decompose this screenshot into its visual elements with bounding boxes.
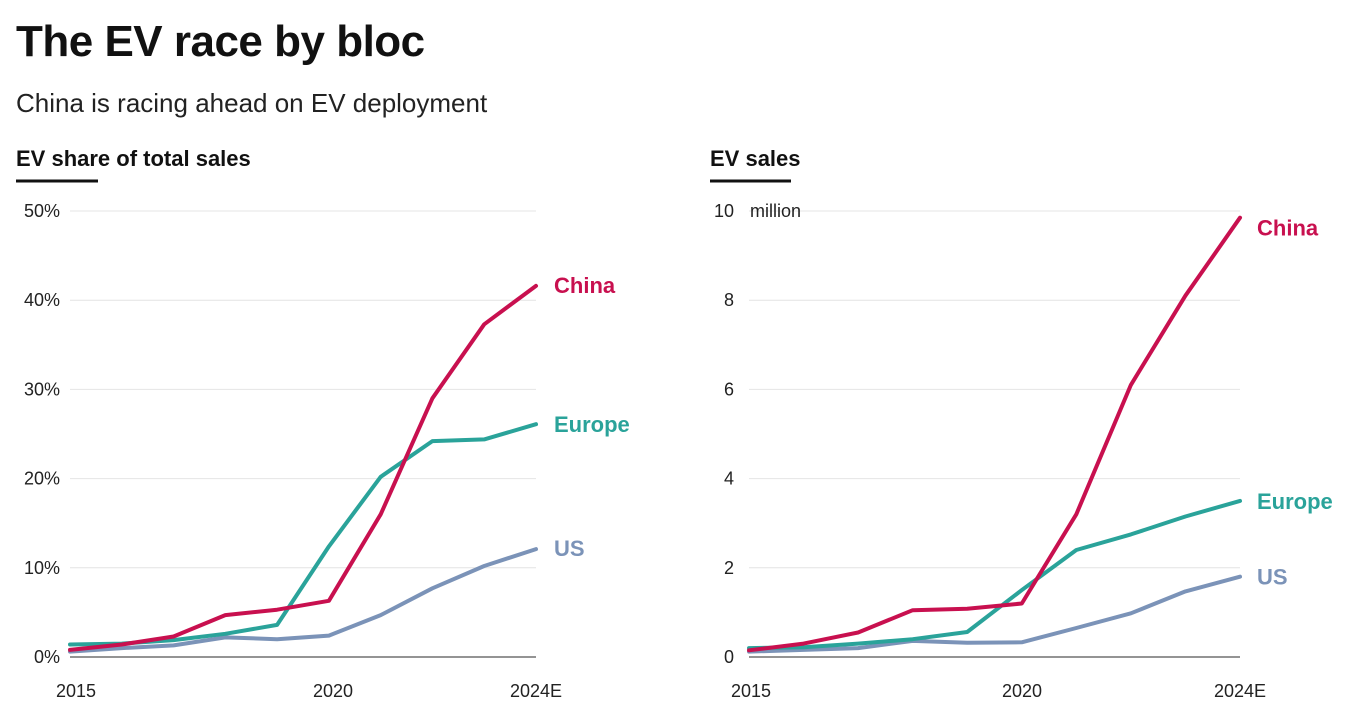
chart1-line-us (68, 547, 538, 654)
chart2-y-tick-label: 0 (724, 647, 734, 667)
chart1-label-us: US (554, 536, 585, 561)
chart1-y-tick-label: 20% (24, 469, 60, 489)
page-subtitle: China is racing ahead on EV deployment (16, 88, 488, 118)
chart2-label-europe: Europe (1257, 489, 1333, 514)
chart1-title: EV share of total sales (16, 146, 251, 171)
chart2-y-tick-label: 6 (724, 379, 734, 399)
chart1-y-tick-label: 40% (24, 290, 60, 310)
chart2-y-tick-label: 2 (724, 558, 734, 578)
chart2-label-us: US (1257, 565, 1288, 590)
chart2-y-tick-label: 4 (724, 469, 734, 489)
chart1-y-tick-label: 30% (24, 379, 60, 399)
chart1-label-china: China (554, 273, 616, 298)
chart1-x-tick-label: 2015 (56, 681, 96, 701)
chart2-x-tick-label: 2015 (731, 681, 771, 701)
chart1-y-tick-label: 50% (24, 201, 60, 221)
chart2-unit-label: million (750, 201, 801, 221)
chart1-label-europe: Europe (554, 412, 630, 437)
chart2-x-tick-label: 2024E (1214, 681, 1266, 701)
chart2-label-china: China (1257, 216, 1319, 241)
chart1-line-china (68, 283, 538, 652)
chart1-x-tick-label: 2020 (313, 681, 353, 701)
chart1-y-tick-label: 0% (34, 647, 60, 667)
chart2-y-tick-label: 10 (714, 201, 734, 221)
chart2-line-europe (747, 498, 1242, 651)
chart1-y-tick-label: 10% (24, 558, 60, 578)
chart2-title: EV sales (710, 146, 801, 171)
page-title: The EV race by bloc (16, 17, 425, 66)
chart2-line-china (747, 215, 1242, 653)
chart2-y-tick-label: 8 (724, 290, 734, 310)
chart2-line-us (747, 574, 1242, 654)
chart2-x-tick-label: 2020 (1002, 681, 1042, 701)
chart1-x-tick-label: 2024E (510, 681, 562, 701)
chart1-line-europe (68, 422, 538, 647)
